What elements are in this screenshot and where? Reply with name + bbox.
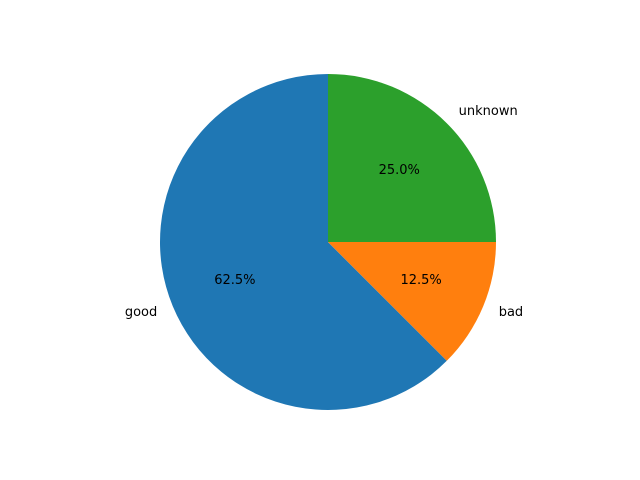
pie-slices [160, 74, 496, 410]
slice-percentage-good: 62.5% [214, 273, 255, 288]
pie-labels: good 62.5% bad 12.5% unknown 25.0% [125, 104, 523, 320]
slice-label-bad: bad [499, 305, 523, 320]
pie-slice-bad [328, 242, 496, 361]
slice-label-good: good [125, 305, 157, 320]
slice-percentage-unknown: 25.0% [379, 163, 420, 178]
pie-slice-unknown [328, 74, 496, 242]
slice-label-unknown: unknown [459, 104, 518, 119]
pie-slice-good [160, 74, 447, 410]
slice-percentage-bad: 12.5% [400, 273, 441, 288]
